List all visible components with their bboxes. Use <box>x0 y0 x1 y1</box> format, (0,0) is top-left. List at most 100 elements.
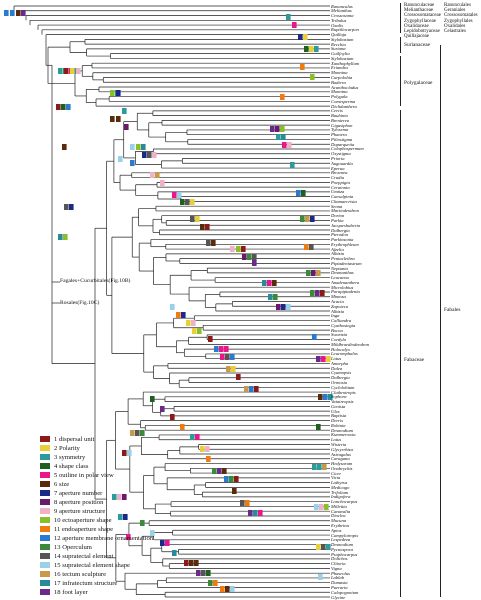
character-state-mark <box>224 346 229 352</box>
character-state-mark <box>316 424 321 430</box>
taxon-label: Hedysarum <box>331 461 353 467</box>
character-state-mark <box>286 14 291 20</box>
taxon-label: Erythrina <box>331 523 349 528</box>
character-state-mark <box>310 74 315 80</box>
character-state-box <box>206 456 211 462</box>
character-state-box <box>296 190 306 196</box>
taxon-label: Mimosa <box>331 294 346 300</box>
character-state-box <box>180 199 195 205</box>
legend-label: shape class <box>58 463 89 470</box>
character-state-mark <box>194 560 199 566</box>
taxon-label: Microlobius <box>331 284 354 290</box>
taxon-label: Genista <box>331 403 346 409</box>
order-label: Oxalidales <box>444 23 466 29</box>
character-state-mark <box>160 406 165 412</box>
character-state-box <box>304 46 319 52</box>
taxon-label: Dorion <box>331 213 345 219</box>
taxon-label: Acanthocladus <box>331 84 359 90</box>
character-state-mark <box>190 199 195 205</box>
legend-item: 6 size <box>40 480 69 489</box>
order-label-fabales: Fabales <box>444 307 461 313</box>
character-state-mark <box>197 328 202 334</box>
legend-swatch <box>40 445 50 451</box>
character-state-mark <box>58 234 63 240</box>
character-state-mark <box>190 434 195 440</box>
legend-number: 6 <box>54 481 58 488</box>
legend-number: 12 <box>54 535 61 542</box>
legend-item: 18 foot layer <box>40 588 88 597</box>
taxon-label: Canavalia <box>331 508 351 514</box>
taxon-label: Stylobasium <box>331 36 354 42</box>
character-state-mark <box>64 204 69 210</box>
character-state-box <box>10 10 15 16</box>
character-state-mark <box>225 586 230 592</box>
taxon-label: Sophora <box>331 394 347 400</box>
character-state-mark <box>66 104 71 110</box>
character-state-box <box>236 374 241 380</box>
character-state-box <box>312 334 317 340</box>
character-state-mark <box>306 270 311 276</box>
character-state-mark <box>126 534 131 540</box>
character-state-mark <box>219 346 224 352</box>
character-state-mark <box>124 124 129 130</box>
character-state-mark <box>206 456 211 462</box>
taxon-label: Wisteria <box>331 441 347 447</box>
taxon-label: Xanthophyllum <box>331 60 360 66</box>
character-state-box <box>300 64 305 70</box>
character-state-mark <box>282 142 287 148</box>
taxon-label: Lablab <box>331 575 345 581</box>
character-state-mark <box>326 356 331 362</box>
legend-item: 4 shape class <box>40 462 88 471</box>
character-state-box <box>184 560 199 566</box>
character-state-mark <box>160 180 165 186</box>
taxon-label: Caragana <box>331 456 350 462</box>
taxon-label: Vicia <box>331 475 341 481</box>
character-state-mark <box>190 216 195 222</box>
legend-number: 11 <box>54 526 61 533</box>
legend-label: infratectum structure <box>62 580 118 587</box>
character-state-mark <box>172 192 177 198</box>
taxon-label: Ruptiliocarpon <box>331 27 359 33</box>
taxon-label: Pterodon <box>331 232 348 238</box>
character-state-mark <box>300 64 305 70</box>
character-state-mark <box>211 240 216 246</box>
character-state-mark <box>234 476 239 482</box>
taxon-label: Inga <box>331 313 340 319</box>
character-state-mark <box>176 312 181 318</box>
character-state-box <box>190 434 200 440</box>
character-state-mark <box>152 152 157 158</box>
character-state-box <box>316 424 321 430</box>
character-state-mark <box>280 94 285 100</box>
character-state-box <box>316 544 331 550</box>
character-state-mark <box>318 574 323 580</box>
taxon-label: Phaseolus <box>331 570 350 576</box>
character-state-box <box>244 386 259 392</box>
taxon-label: Diclidanthera <box>331 103 357 109</box>
polygalaceae-bracket <box>400 56 401 106</box>
legend-swatch <box>40 436 50 442</box>
taxon-label: Desmodium <box>331 427 353 433</box>
character-state-box <box>58 234 68 240</box>
character-state-box <box>304 244 314 250</box>
taxon-label: Lespedeza <box>331 537 351 543</box>
character-state-mark <box>268 294 273 300</box>
legend-swatch <box>40 535 50 541</box>
legend-item: 1 dispersal unit <box>40 435 94 444</box>
character-state-mark <box>281 304 286 310</box>
legend-item: 15 supratectal element shape <box>40 561 130 570</box>
note-rosales: Rosales(Fig.10C) <box>60 300 100 306</box>
legend-item: 12 aperture membrane ornamentation <box>40 534 153 543</box>
character-state-box <box>290 162 295 168</box>
character-state-mark <box>224 476 229 482</box>
character-state-box <box>208 336 213 342</box>
legend-item: 10 ectoaperture shape <box>40 516 112 525</box>
character-state-mark <box>254 386 259 392</box>
character-state-mark <box>150 396 155 402</box>
character-state-mark <box>200 224 205 230</box>
character-state-mark <box>181 312 186 318</box>
character-state-box <box>118 514 128 520</box>
character-state-box <box>310 290 325 296</box>
character-state-mark <box>118 514 123 520</box>
character-state-mark <box>205 224 210 230</box>
character-state-box <box>314 504 329 510</box>
